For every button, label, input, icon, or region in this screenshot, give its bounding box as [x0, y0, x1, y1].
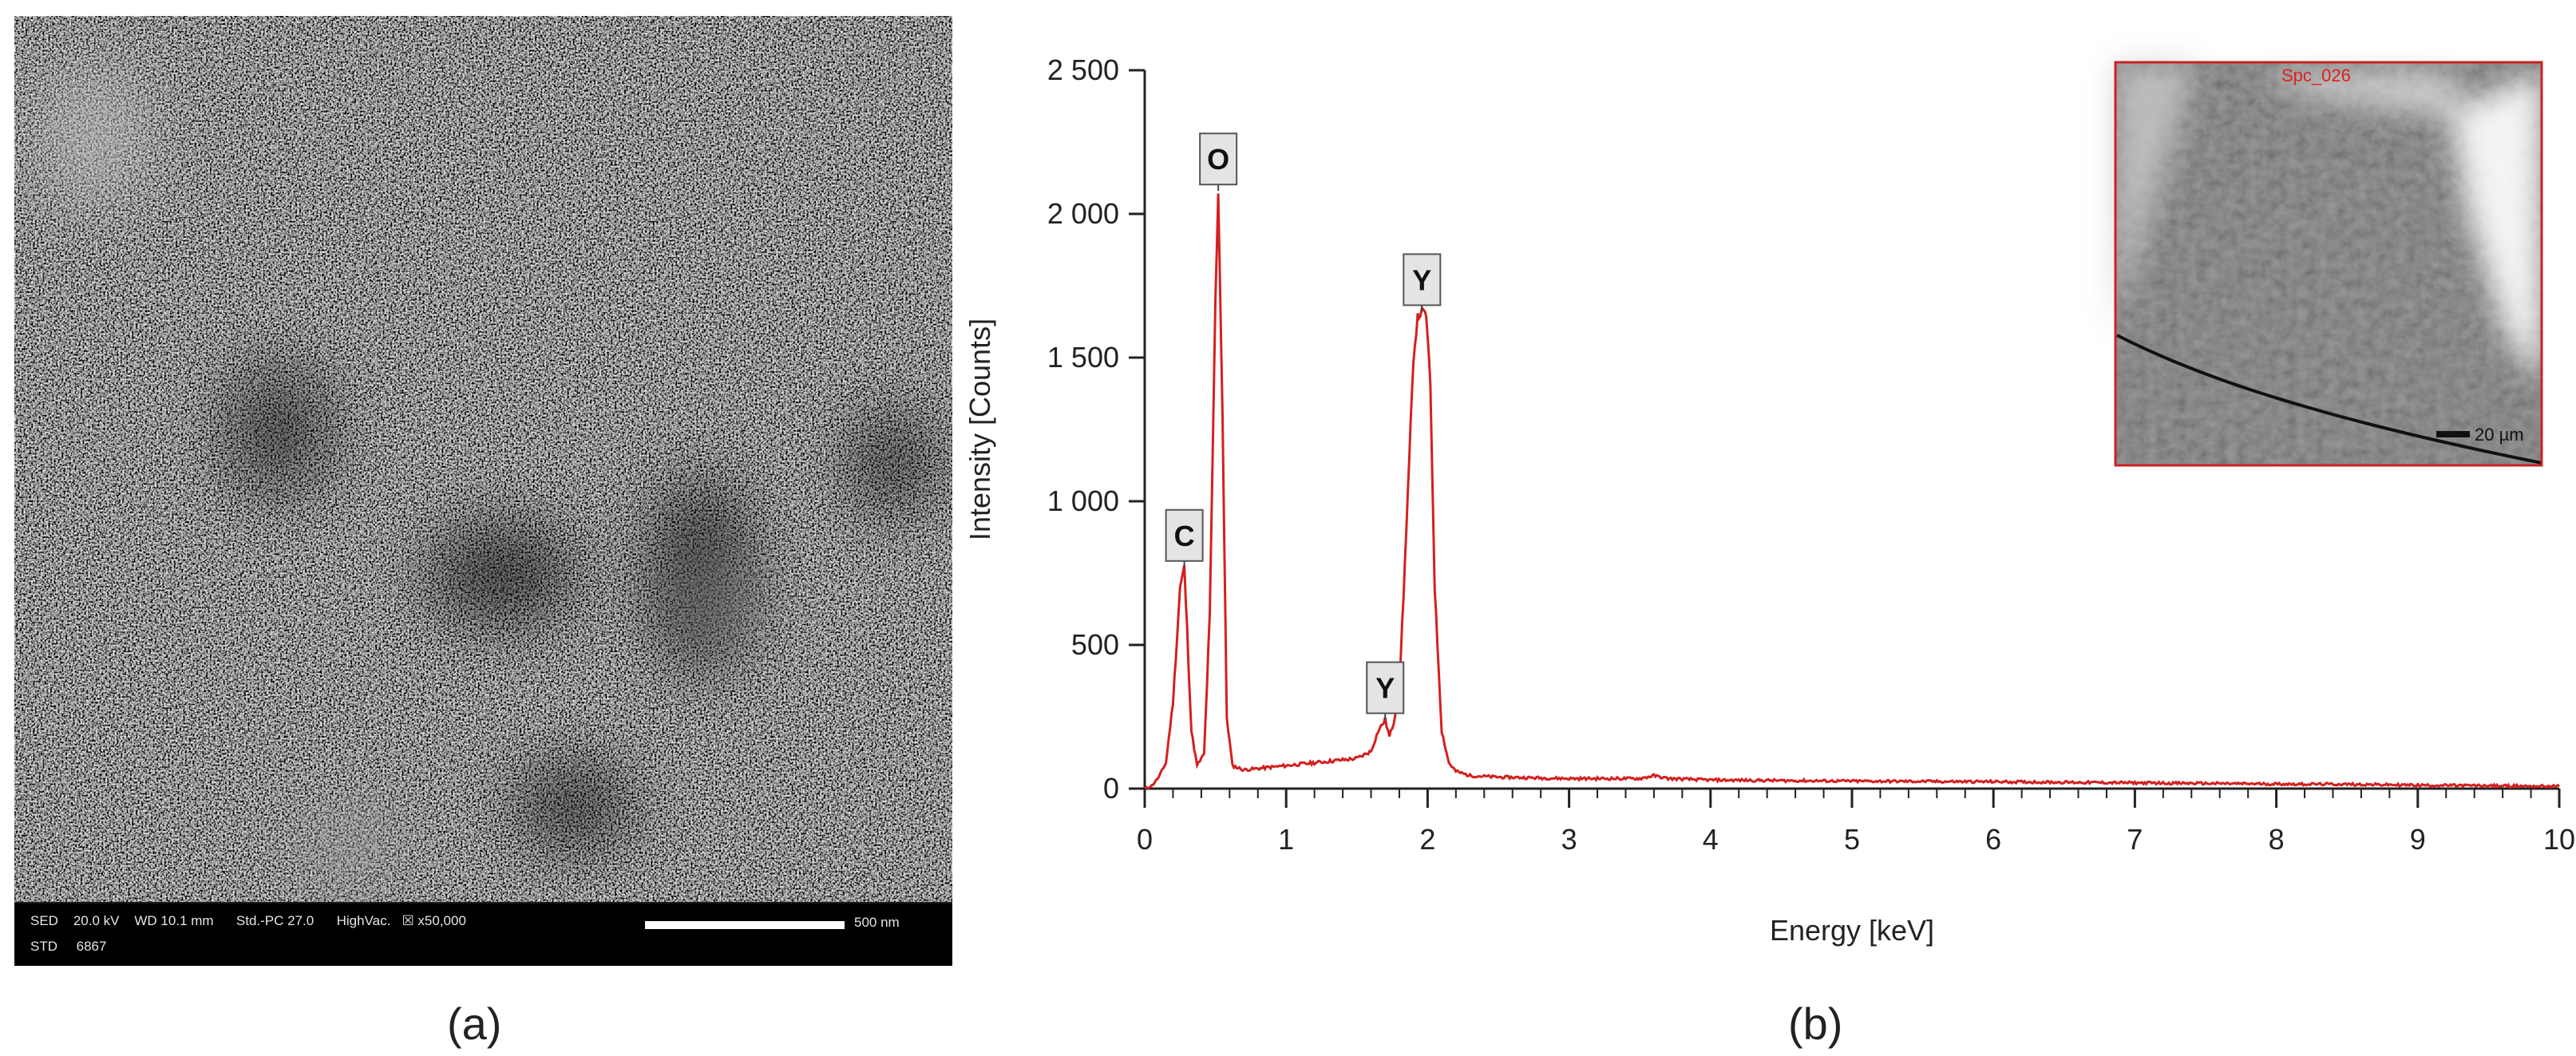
x-tick-label: 7: [2127, 823, 2143, 856]
x-tick-label: 5: [1844, 823, 1860, 856]
panel-label-b: (b): [1788, 999, 1843, 1049]
peak-label-box: [1403, 253, 1442, 307]
peak-label-box: [1165, 508, 1204, 562]
y-tick-label: 500: [1071, 628, 1119, 661]
sem-scale-label: 500 nm: [854, 915, 900, 930]
peak-label-y: Y: [1366, 661, 1405, 720]
chart-annotations: O C Y Y: [1165, 132, 1442, 720]
x-tick-label: 10: [2543, 823, 2575, 856]
x-tick-label: 1: [1278, 823, 1294, 856]
inset-scale-label: 20 µm: [2475, 425, 2524, 445]
y-tick-label: 1 000: [1047, 484, 1119, 517]
peak-label-text: C: [1174, 520, 1195, 552]
peak-label-o: O: [1199, 132, 1238, 192]
chart-series: [1144, 193, 2560, 789]
y-tick-label: 2 500: [1047, 53, 1119, 86]
inset-spot-label: Spc_026: [2281, 65, 2351, 85]
y-axis-label: Intensity [Counts]: [964, 318, 996, 540]
sem-inset-image: Spc_026 20 µm: [2114, 61, 2543, 467]
x-tick-label: 0: [1137, 823, 1153, 856]
peak-label-text: Y: [1375, 672, 1395, 705]
sem-scale-bar: [645, 921, 845, 929]
y-tick-label: 1 500: [1047, 341, 1119, 374]
peak-label-box: [1199, 132, 1238, 186]
chart-axes: 0 1 2 3 4 5 6 7 8 9 10 0 500 1 000 1 500 2 000 2 500: [1047, 53, 2575, 856]
x-tick-label: 8: [2269, 823, 2285, 856]
peak-label-box: [1366, 661, 1405, 714]
peak-label-text: O: [1207, 143, 1229, 176]
peak-label-y: Y: [1403, 253, 1442, 312]
sem-info-bar: SED 20.0 kV WD 10.1 mm Std.-PC 27.0 High…: [14, 904, 952, 966]
x-tick-label: 3: [1561, 823, 1577, 856]
x-tick-label: 9: [2410, 823, 2426, 856]
sem-micrograph-panel: SED 20.0 kV WD 10.1 mm Std.-PC 27.0 High…: [14, 16, 952, 966]
sem-micrograph-image: [14, 16, 952, 902]
sem-info-line-1: SED 20.0 kV WD 10.1 mm Std.-PC 27.0 High…: [30, 913, 466, 928]
peak-label-text: Y: [1412, 263, 1431, 296]
x-tick-label: 6: [1985, 823, 2001, 856]
panel-label-a: (a): [447, 999, 502, 1049]
x-tick-label: 4: [1703, 823, 1719, 856]
peak-label-c: C: [1165, 508, 1204, 568]
y-tick-label: 0: [1103, 772, 1119, 805]
x-tick-label: 2: [1419, 823, 1435, 856]
eds-spectrum-chart: Spc_026 20 µm 0 1 2 3 4 5 6 7 8 9 10 0 500 1 000 1 500…: [964, 53, 2575, 947]
y-tick-label: 2 000: [1047, 197, 1119, 230]
spectrum-line: [1144, 193, 2560, 789]
sem-info-line-2: STD 6867: [30, 939, 107, 954]
inset-scale-bar: [2436, 431, 2470, 437]
x-axis-label: Energy [keV]: [1770, 914, 1934, 947]
